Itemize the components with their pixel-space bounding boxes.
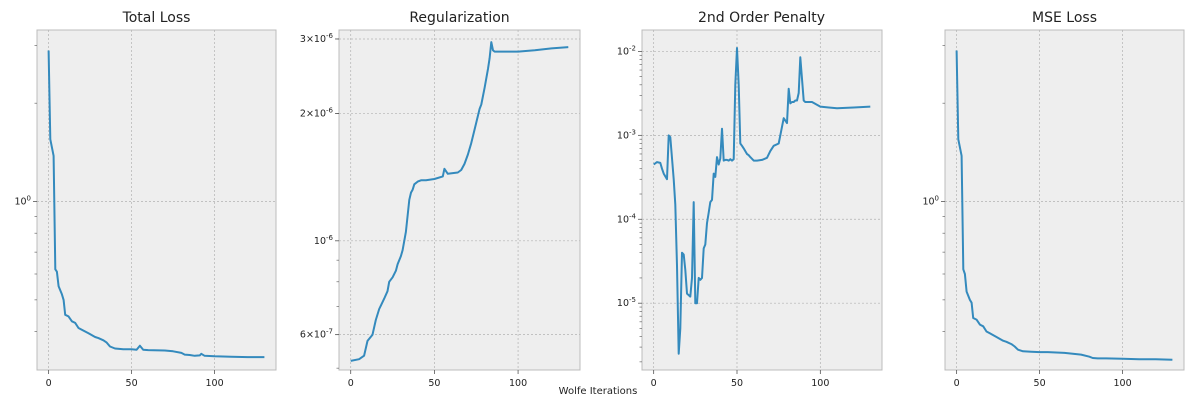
y-tick-label: 3×10-6 [300, 32, 334, 45]
x-tick-label: 50 [428, 378, 440, 389]
series-line [47, 50, 265, 359]
plot-area [338, 29, 581, 371]
subplot-title: Total Loss [122, 10, 191, 26]
plot-area [641, 29, 883, 371]
y-tick-label: 10-5 [617, 296, 636, 309]
x-tick-label: 0 [954, 378, 960, 389]
x-axis-label: Wolfe Iterations [559, 386, 638, 397]
panel-2nd-order-penalty: 2nd Order Penalty 0 50 100 10-5 10-4 10-3 10-2 [617, 10, 883, 389]
subplot-title: 2nd Order Penalty [698, 10, 825, 26]
y-tick-label: 100 [922, 195, 939, 208]
subplot-title: Regularization [409, 10, 509, 26]
y-tick-label: 10-3 [617, 128, 636, 141]
series-line [653, 47, 871, 355]
y-tick-label: 100 [14, 195, 31, 208]
x-tick-label: 100 [1114, 378, 1132, 389]
x-tick-label: 100 [811, 378, 829, 389]
x-tick-label: 50 [731, 378, 743, 389]
plot-area [36, 29, 277, 371]
x-tick-label: 0 [651, 378, 657, 389]
panel-total-loss: Total Loss 0 50 100 100 [14, 10, 277, 389]
x-tick-label: 100 [206, 378, 224, 389]
y-tick-label: 10-6 [314, 234, 334, 247]
series-line [350, 41, 569, 362]
series-line [955, 50, 1173, 361]
x-tick-label: 50 [126, 378, 138, 389]
plot-area [944, 29, 1185, 371]
panel-mse-loss: MSE Loss 0 50 100 100 [922, 10, 1185, 389]
x-tick-label: 100 [509, 378, 527, 389]
y-tick-label: 10-4 [617, 212, 637, 225]
x-tick-label: 0 [46, 378, 52, 389]
y-tick-label: 2×10-6 [300, 106, 334, 119]
panel-regularization: Regularization 0 50 100 6×10-7 10-6 2×10-6 3×1… [300, 10, 581, 389]
subplot-title: MSE Loss [1032, 10, 1097, 26]
x-tick-label: 50 [1034, 378, 1046, 389]
y-tick-label: 6×10-7 [300, 328, 333, 341]
y-tick-label: 10-2 [617, 44, 636, 57]
x-tick-label: 0 [348, 378, 354, 389]
